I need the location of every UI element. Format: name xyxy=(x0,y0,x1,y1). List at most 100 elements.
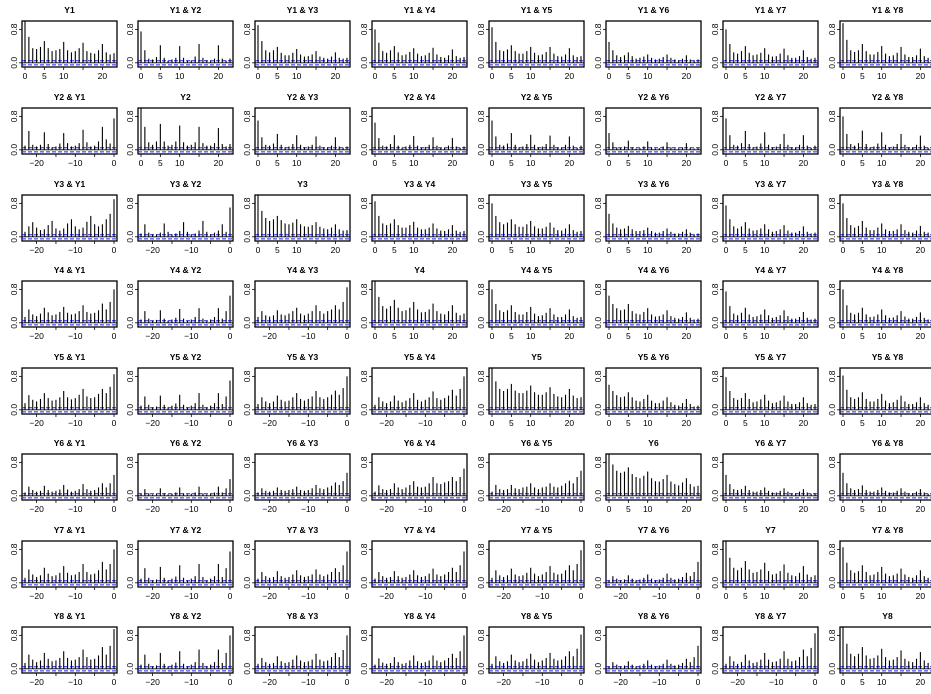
x-tick-label: 10 xyxy=(292,71,302,81)
x-tick-label: 0 xyxy=(256,158,261,168)
acf-panel: Y3 & Y6 0.0 0.8 0 5 10 20 xyxy=(593,179,702,255)
y-tick-label: 0.0 xyxy=(9,404,19,416)
panel-title: Y1 & Y8 xyxy=(872,5,904,15)
panel-frame xyxy=(839,107,931,155)
acf-panel: Y7 & Y5 0.0 0.8 −20 −10 0 xyxy=(476,525,585,601)
x-tick-label: −10 xyxy=(418,418,433,428)
panel-frame xyxy=(605,194,702,242)
panel-title: Y5 & Y6 xyxy=(638,352,670,362)
x-tick-label: −20 xyxy=(262,591,277,601)
panel-frame xyxy=(488,540,585,588)
x-tick-label: −10 xyxy=(184,418,199,428)
x-tick-label: 5 xyxy=(509,71,514,81)
x-tick-label: 0 xyxy=(345,504,350,514)
y-tick-label: 0.0 xyxy=(359,231,369,243)
x-tick-label: 0 xyxy=(256,245,261,255)
y-tick-label: 0.8 xyxy=(710,370,720,382)
x-tick-label: 10 xyxy=(760,71,770,81)
acf-panel: Y6 0.0 0.8 0 5 10 20 xyxy=(593,438,702,514)
panel-title: Y5 & Y8 xyxy=(872,352,904,362)
y-tick-label: 0.8 xyxy=(476,283,486,295)
x-tick-label: 5 xyxy=(392,331,397,341)
x-tick-label: 20 xyxy=(565,71,575,81)
panel-title: Y6 & Y5 xyxy=(521,438,553,448)
acf-panel: Y1 0.0 0.8 0 5 10 20 xyxy=(9,5,118,81)
acf-panel: Y1 & Y8 0.0 0.8 0 5 10 20 xyxy=(827,5,931,81)
x-tick-label: 0 xyxy=(841,418,846,428)
panel-frame xyxy=(137,367,234,415)
y-tick-label: 0.0 xyxy=(242,144,252,156)
x-tick-label: 0 xyxy=(607,331,612,341)
x-tick-label: 5 xyxy=(509,245,514,255)
x-tick-label: 10 xyxy=(643,158,653,168)
acf-panel: Y6 & Y2 0.0 0.8 −20 −10 0 xyxy=(125,438,234,514)
acf-panel: Y6 & Y4 0.0 0.8 −20 −10 0 xyxy=(359,438,468,514)
panel-title: Y8 xyxy=(882,611,893,621)
x-tick-label: 20 xyxy=(799,158,809,168)
y-tick-label: 0.0 xyxy=(710,577,720,589)
x-tick-label: 0 xyxy=(462,677,467,687)
y-tick-label: 0.0 xyxy=(125,404,135,416)
x-tick-label: 5 xyxy=(743,158,748,168)
x-tick-label: 0 xyxy=(724,418,729,428)
y-tick-label: 0.8 xyxy=(827,629,837,641)
x-tick-label: 10 xyxy=(526,418,536,428)
x-tick-label: 20 xyxy=(799,245,809,255)
x-tick-label: 5 xyxy=(509,158,514,168)
y-tick-label: 0.8 xyxy=(827,283,837,295)
panel-frame xyxy=(488,453,585,501)
panel-title: Y8 & Y1 xyxy=(54,611,86,621)
panel-frame xyxy=(605,107,702,155)
panel-frame xyxy=(605,540,702,588)
y-tick-label: 0.8 xyxy=(359,543,369,555)
panel-frame xyxy=(254,367,351,415)
acf-panel: Y8 & Y1 0.0 0.8 −20 −10 0 xyxy=(9,611,118,687)
x-tick-label: −20 xyxy=(496,591,511,601)
y-tick-label: 0.8 xyxy=(359,370,369,382)
x-tick-label: 0 xyxy=(373,71,378,81)
x-tick-label: 10 xyxy=(526,158,536,168)
panel-frame xyxy=(21,540,118,588)
x-tick-label: 10 xyxy=(643,245,653,255)
x-tick-label: 20 xyxy=(682,418,692,428)
x-tick-label: 20 xyxy=(565,245,575,255)
x-tick-label: 10 xyxy=(409,158,419,168)
y-tick-label: 0.0 xyxy=(359,317,369,329)
y-tick-label: 0.0 xyxy=(359,663,369,675)
panel-frame xyxy=(488,107,585,155)
x-tick-label: 20 xyxy=(331,158,341,168)
acf-panel: Y7 & Y6 0.0 0.8 −20 −10 0 xyxy=(593,525,702,601)
x-tick-label: 5 xyxy=(42,71,47,81)
y-tick-label: 0.8 xyxy=(710,629,720,641)
y-tick-label: 0.8 xyxy=(125,110,135,122)
x-tick-label: 5 xyxy=(392,245,397,255)
y-tick-label: 0.8 xyxy=(125,456,135,468)
x-tick-label: 5 xyxy=(626,71,631,81)
panel-title: Y7 & Y1 xyxy=(54,525,86,535)
y-tick-label: 0.8 xyxy=(476,629,486,641)
x-tick-label: 0 xyxy=(607,418,612,428)
panel-title: Y7 & Y3 xyxy=(287,525,319,535)
x-tick-label: 20 xyxy=(799,504,809,514)
x-tick-label: −20 xyxy=(145,677,160,687)
y-tick-label: 0.0 xyxy=(476,57,486,69)
x-tick-label: 0 xyxy=(607,158,612,168)
panel-frame xyxy=(722,280,819,328)
x-tick-label: 10 xyxy=(643,71,653,81)
x-tick-label: −20 xyxy=(379,418,394,428)
panel-title: Y2 & Y8 xyxy=(872,92,904,102)
acf-panel: Y5 & Y3 0.0 0.8 −20 −10 0 xyxy=(242,352,351,428)
acf-panel: Y3 & Y4 0.0 0.8 0 5 10 20 xyxy=(359,179,468,255)
x-tick-label: −10 xyxy=(184,504,199,514)
x-tick-label: 20 xyxy=(799,71,809,81)
y-tick-label: 0.0 xyxy=(9,57,19,69)
x-tick-label: 0 xyxy=(696,591,701,601)
y-tick-label: 0.0 xyxy=(593,490,603,502)
y-tick-label: 0.8 xyxy=(242,456,252,468)
y-tick-label: 0.0 xyxy=(710,663,720,675)
panel-frame xyxy=(254,20,351,68)
y-tick-label: 0.0 xyxy=(125,317,135,329)
y-tick-label: 0.8 xyxy=(593,370,603,382)
panel-title: Y4 & Y8 xyxy=(872,265,904,275)
x-tick-label: −10 xyxy=(652,591,667,601)
